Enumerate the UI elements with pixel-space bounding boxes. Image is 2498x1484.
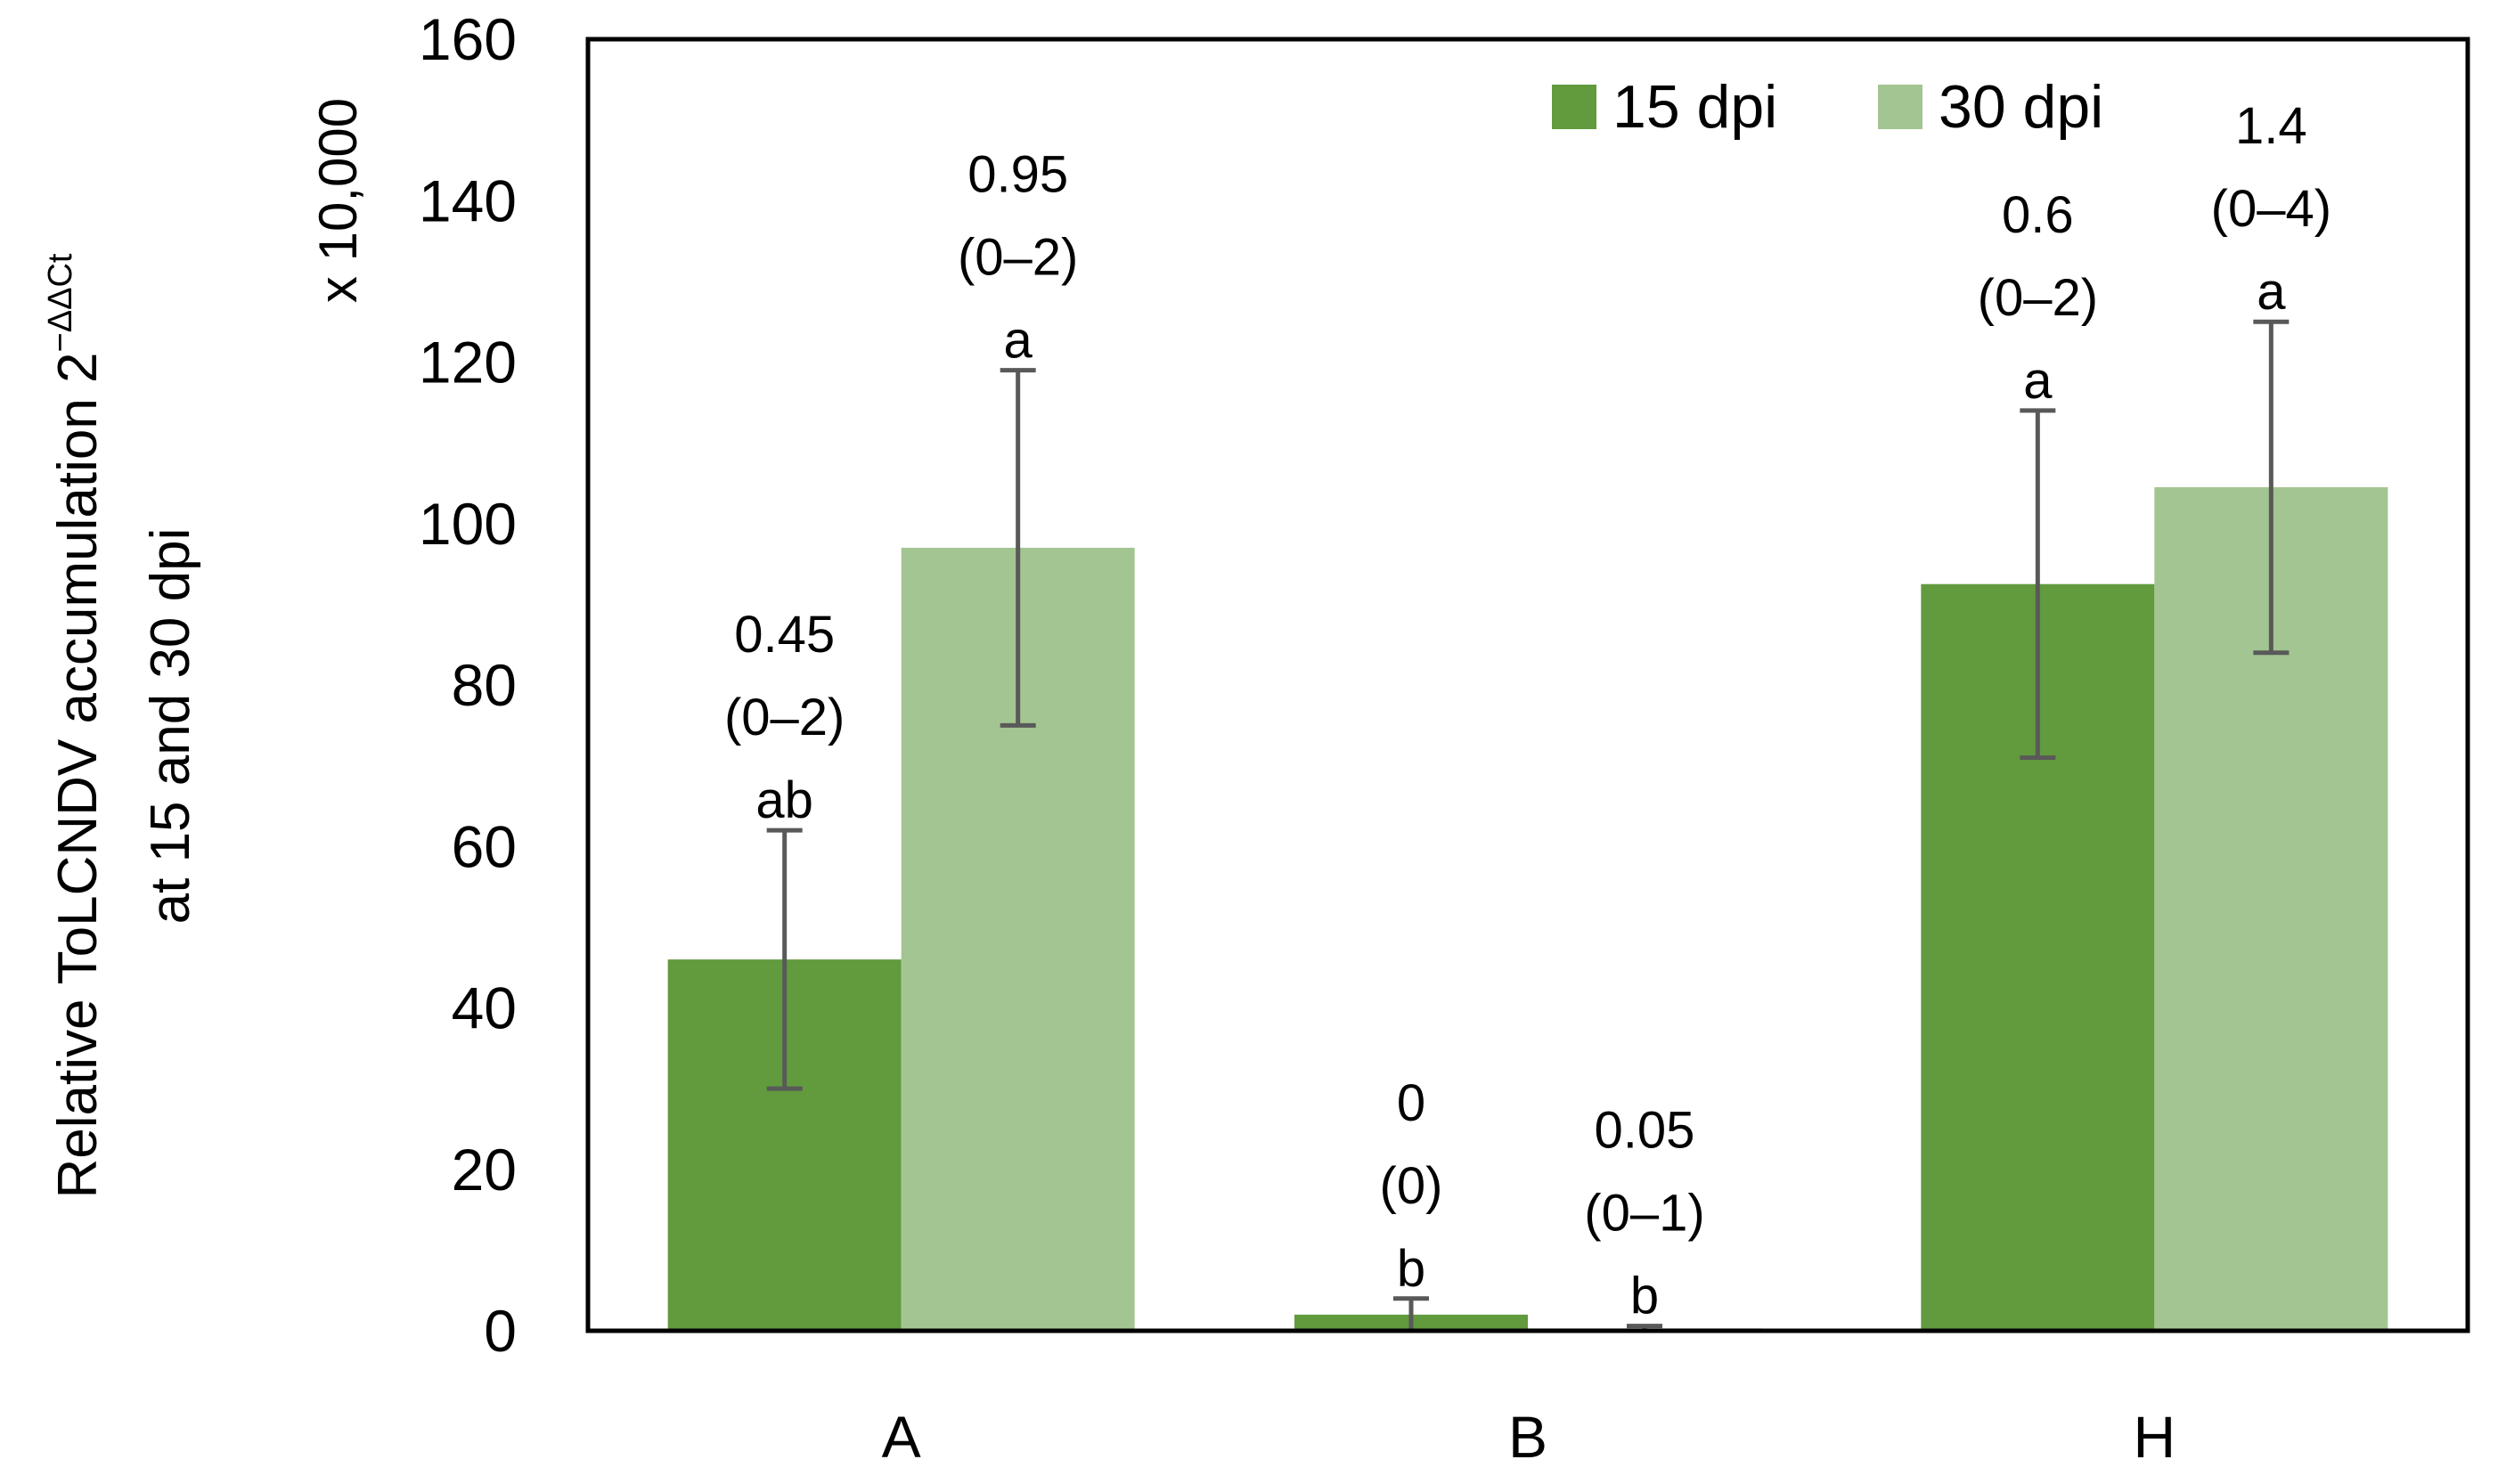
y-tick-label: 0 — [484, 1298, 517, 1364]
x-tick-label: B — [1508, 1404, 1547, 1470]
y-tick-label: 160 — [419, 6, 517, 72]
data-label: (0–2) — [1978, 269, 2098, 327]
data-label: a — [2257, 263, 2286, 321]
data-label: b — [1630, 1268, 1659, 1325]
data-label: 0.45 — [734, 606, 835, 664]
legend-swatch — [1878, 85, 1922, 129]
y-axis-label-line1: Relative ToLCNDV accumulation 2−ΔΔCt — [42, 253, 109, 1198]
legend-label: 30 dpi — [1939, 73, 2103, 141]
y-tick-label: 100 — [419, 491, 517, 557]
y-tick-label: 20 — [452, 1137, 517, 1203]
plot-area-frame — [585, 37, 2470, 1333]
data-label: a — [2023, 352, 2053, 410]
y-tick-label: 60 — [452, 813, 517, 879]
y-axis-label-superscript: −ΔΔCt — [42, 253, 79, 352]
data-label: a — [1004, 312, 1033, 370]
data-label: (0) — [1380, 1157, 1443, 1215]
data-label: (0–1) — [1584, 1185, 1704, 1243]
y-tick-label: 80 — [452, 652, 517, 718]
data-label: b — [1397, 1240, 1425, 1298]
y-scale-label: x 10,000 — [308, 98, 368, 303]
data-label: (0–2) — [724, 689, 845, 746]
data-label: 0.6 — [2002, 186, 2074, 244]
data-label: (0–4) — [2211, 180, 2331, 238]
data-label: (0–2) — [958, 229, 1078, 287]
y-axis: 0 20 40 60 80 100 120 140 160 — [419, 6, 517, 1364]
y-tick-label: 120 — [419, 330, 517, 395]
y-tick-label: 140 — [419, 167, 517, 233]
y-tick-label: 40 — [452, 975, 517, 1041]
data-label: 1.4 — [2235, 97, 2307, 155]
data-label: 0 — [1397, 1074, 1425, 1132]
y-axis-label-main: Relative ToLCNDV accumulation 2 — [47, 352, 109, 1198]
data-label: ab — [755, 771, 813, 829]
data-label: 0.95 — [967, 146, 1068, 204]
legend-label: 15 dpi — [1612, 73, 1777, 141]
x-tick-label: H — [2133, 1404, 2176, 1470]
y-axis-label-line2: at 15 and 30 dpi — [140, 528, 201, 925]
legend-swatch — [1552, 85, 1596, 129]
chart-marks: 0.45 (0–2) ab 0.95 (0–2) a 0 (0) b 0.05 (0–1) b 0.6 (… — [667, 97, 2388, 1333]
legend: 15 dpi 30 dpi — [1552, 73, 2103, 141]
data-label: 0.05 — [1595, 1102, 1695, 1160]
x-tick-label: A — [882, 1404, 921, 1470]
